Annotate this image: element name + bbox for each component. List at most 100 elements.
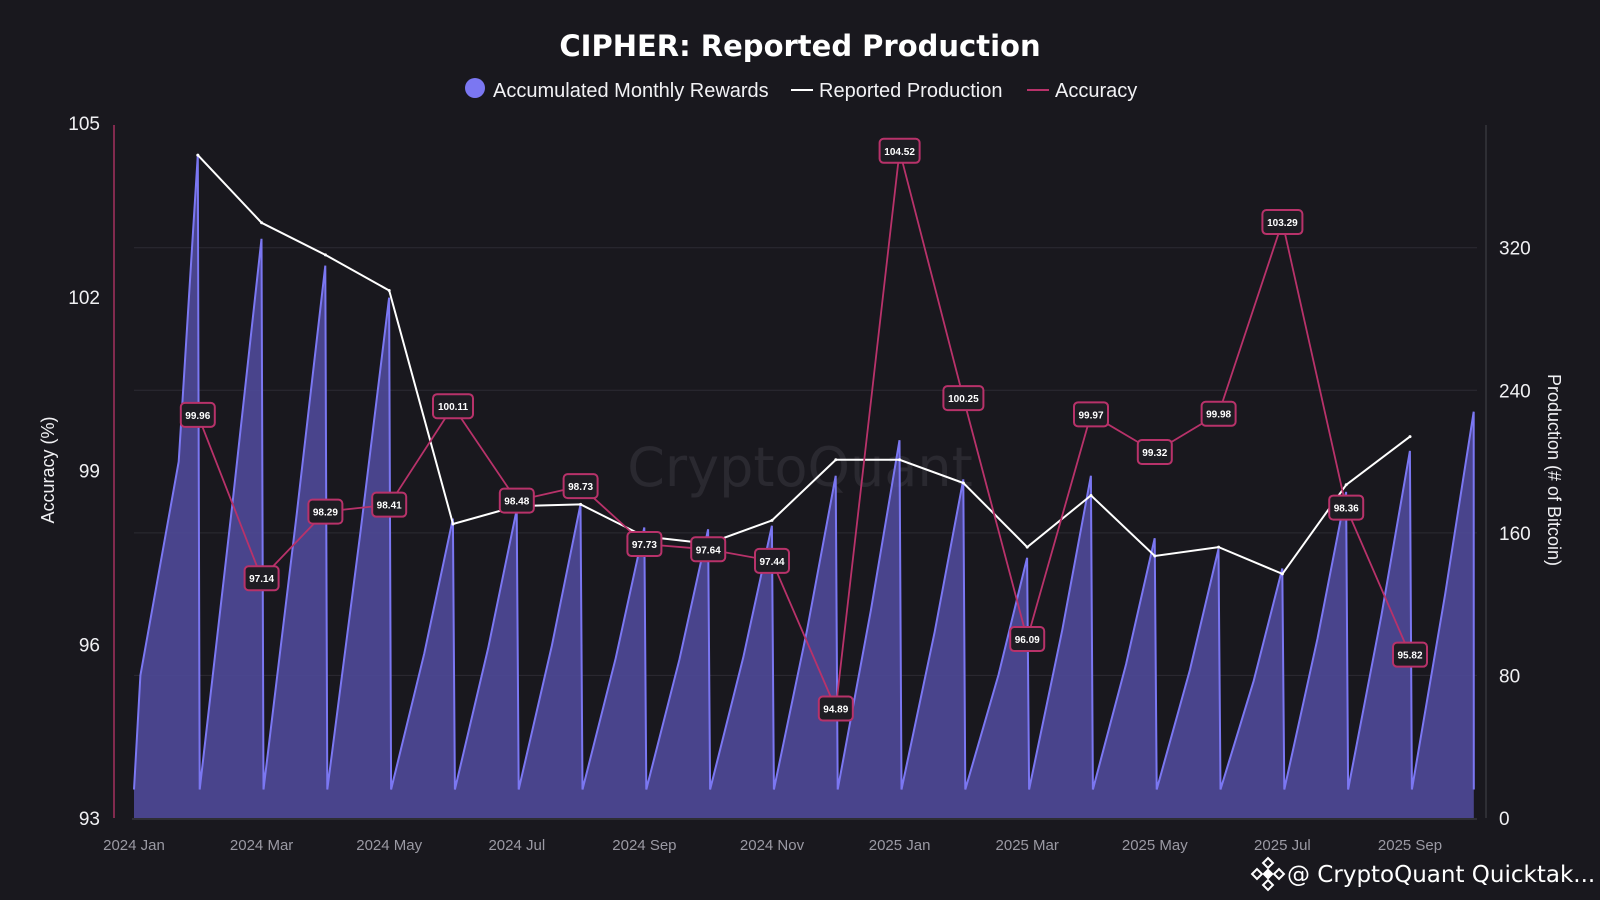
- y-right-axis-title: Production (# of Bitcoin): [1544, 374, 1564, 566]
- accuracy-label-box: [1392, 641, 1429, 668]
- accuracy-data-label[interactable]: 94.89: [817, 695, 854, 722]
- production-point[interactable]: [1153, 554, 1157, 558]
- accuracy-data-label[interactable]: 99.97: [1073, 401, 1110, 428]
- production-point[interactable]: [898, 458, 902, 462]
- accuracy-data-label[interactable]: 103.29: [1261, 209, 1304, 236]
- rewards-series: [133, 155, 1475, 819]
- production-point[interactable]: [323, 253, 327, 257]
- accuracy-data-label[interactable]: 99.98: [1200, 400, 1237, 427]
- x-tick-label: 2024 Jan: [103, 837, 165, 854]
- accuracy-label-text: 98.29: [313, 508, 338, 519]
- y-left-tick-label: 105: [68, 114, 100, 135]
- x-tick-label: 2025 Sep: [1378, 837, 1442, 854]
- production-point[interactable]: [770, 518, 774, 522]
- production-point[interactable]: [1025, 545, 1029, 549]
- production-point[interactable]: [196, 153, 200, 157]
- accuracy-label-box: [754, 547, 791, 574]
- accuracy-label-box: [942, 385, 985, 412]
- accuracy-data-label[interactable]: 100.11: [432, 393, 475, 420]
- production-point[interactable]: [1089, 493, 1093, 497]
- x-tick-label: 2025 Jul: [1254, 837, 1311, 854]
- y-right-tick-label: 160: [1499, 524, 1531, 545]
- accuracy-data-label[interactable]: 100.25: [942, 385, 985, 412]
- accuracy-data-label[interactable]: 98.36: [1328, 494, 1365, 521]
- y-left-tick-label: 96: [79, 635, 100, 656]
- y-right-tick-label: 80: [1499, 666, 1520, 687]
- accuracy-data-label[interactable]: 99.32: [1136, 438, 1173, 465]
- accuracy-data-label[interactable]: 97.14: [243, 565, 280, 592]
- accuracy-label-text: 97.64: [696, 545, 721, 556]
- y-left-tick-label: 99: [79, 462, 100, 483]
- accuracy-label-text: 96.09: [1015, 635, 1040, 646]
- credit: @ CryptoQuant Quicktak...: [1250, 856, 1595, 892]
- axes: 93 96 99 102 105 0 80 160 240 320 2024 Jan 2024 Mar…: [38, 114, 1564, 854]
- accuracy-data-label[interactable]: 98.73: [562, 473, 599, 500]
- x-tick-label: 2025 May: [1122, 837, 1188, 854]
- production-point[interactable]: [961, 481, 965, 485]
- production-point[interactable]: [1344, 483, 1348, 487]
- legend-item[interactable]: Accumulated Monthly Rewards: [465, 78, 769, 102]
- x-tick-label: 2025 Mar: [996, 837, 1059, 854]
- legend-item[interactable]: Reported Production: [791, 80, 1002, 102]
- accuracy-label-text: 95.82: [1397, 651, 1422, 662]
- accuracy-data-label[interactable]: 104.52: [878, 137, 921, 164]
- y-right-tick-label: 320: [1499, 239, 1531, 260]
- y-left-tick-label: 93: [79, 809, 100, 830]
- accuracy-label-text: 98.48: [504, 497, 529, 508]
- production-point[interactable]: [1408, 435, 1412, 439]
- accuracy-label-box: [1073, 401, 1110, 428]
- rewards-area: [134, 155, 1474, 819]
- legend: Accumulated Monthly Rewards Reported Prod…: [465, 78, 1137, 102]
- accuracy-label-text: 100.25: [948, 394, 979, 405]
- accuracy-data-label[interactable]: 99.96: [179, 401, 216, 428]
- legend-label: Accuracy: [1055, 80, 1137, 102]
- production-point[interactable]: [1217, 545, 1221, 549]
- accuracy-label-box: [243, 565, 280, 592]
- accuracy-label-box: [1200, 400, 1237, 427]
- x-tick-label: 2024 Nov: [740, 837, 805, 854]
- chart-title: CIPHER: Reported Production: [559, 29, 1040, 63]
- production-point[interactable]: [1280, 572, 1284, 576]
- accuracy-label-box: [307, 498, 344, 525]
- y-left-axis-title: Accuracy (%): [38, 416, 58, 523]
- watermark: CryptoQuant: [627, 436, 973, 499]
- accuracy-data-label[interactable]: 97.64: [690, 536, 727, 563]
- production-line: [197, 154, 1411, 576]
- accuracy-data-label[interactable]: 98.48: [498, 487, 535, 514]
- binance-logo-icon: [1250, 856, 1286, 892]
- accuracy-data-label[interactable]: 98.29: [307, 498, 344, 525]
- production-point[interactable]: [579, 502, 583, 506]
- accuracy-label-box: [1261, 209, 1304, 236]
- production-point[interactable]: [451, 522, 455, 526]
- x-tick-label: 2024 May: [356, 837, 422, 854]
- accuracy-data-label[interactable]: 95.82: [1392, 641, 1429, 668]
- x-tick-label: 2024 Sep: [612, 837, 676, 854]
- accuracy-label-text: 99.98: [1206, 410, 1231, 421]
- credit-text: @ CryptoQuant Quicktak...: [1287, 862, 1595, 888]
- legend-item[interactable]: Accuracy: [1027, 80, 1137, 102]
- accuracy-data-label[interactable]: 98.41: [371, 491, 408, 518]
- accuracy-label-box: [179, 401, 216, 428]
- x-tick-label: 2024 Jul: [488, 837, 545, 854]
- accuracy-data-label[interactable]: 96.09: [1009, 626, 1046, 653]
- accuracy-label-box: [878, 137, 921, 164]
- production-point[interactable]: [260, 221, 264, 225]
- accuracy-label-box: [1328, 494, 1365, 521]
- y-right-tick-label: 0: [1499, 809, 1510, 830]
- x-tick-label: 2025 Jan: [869, 837, 931, 854]
- production-point[interactable]: [834, 458, 838, 462]
- accuracy-label-text: 97.44: [759, 557, 784, 568]
- accuracy-data-label[interactable]: 97.44: [754, 547, 791, 574]
- rewards-line: [133, 155, 1475, 790]
- legend-label: Reported Production: [819, 80, 1002, 102]
- accuracy-label-text: 99.96: [185, 411, 210, 422]
- accuracy-label-box: [626, 531, 663, 558]
- accuracy-label-text: 98.41: [377, 501, 402, 512]
- accuracy-data-labels: 99.96 97.14 98.29 98.41 100.11 98.48 98.73 97.7…: [179, 137, 1429, 722]
- accuracy-data-label[interactable]: 97.73: [626, 531, 663, 558]
- accuracy-label-box: [817, 695, 854, 722]
- production-point[interactable]: [387, 289, 391, 293]
- accuracy-label-box: [690, 536, 727, 563]
- accuracy-label-text: 103.29: [1267, 218, 1298, 229]
